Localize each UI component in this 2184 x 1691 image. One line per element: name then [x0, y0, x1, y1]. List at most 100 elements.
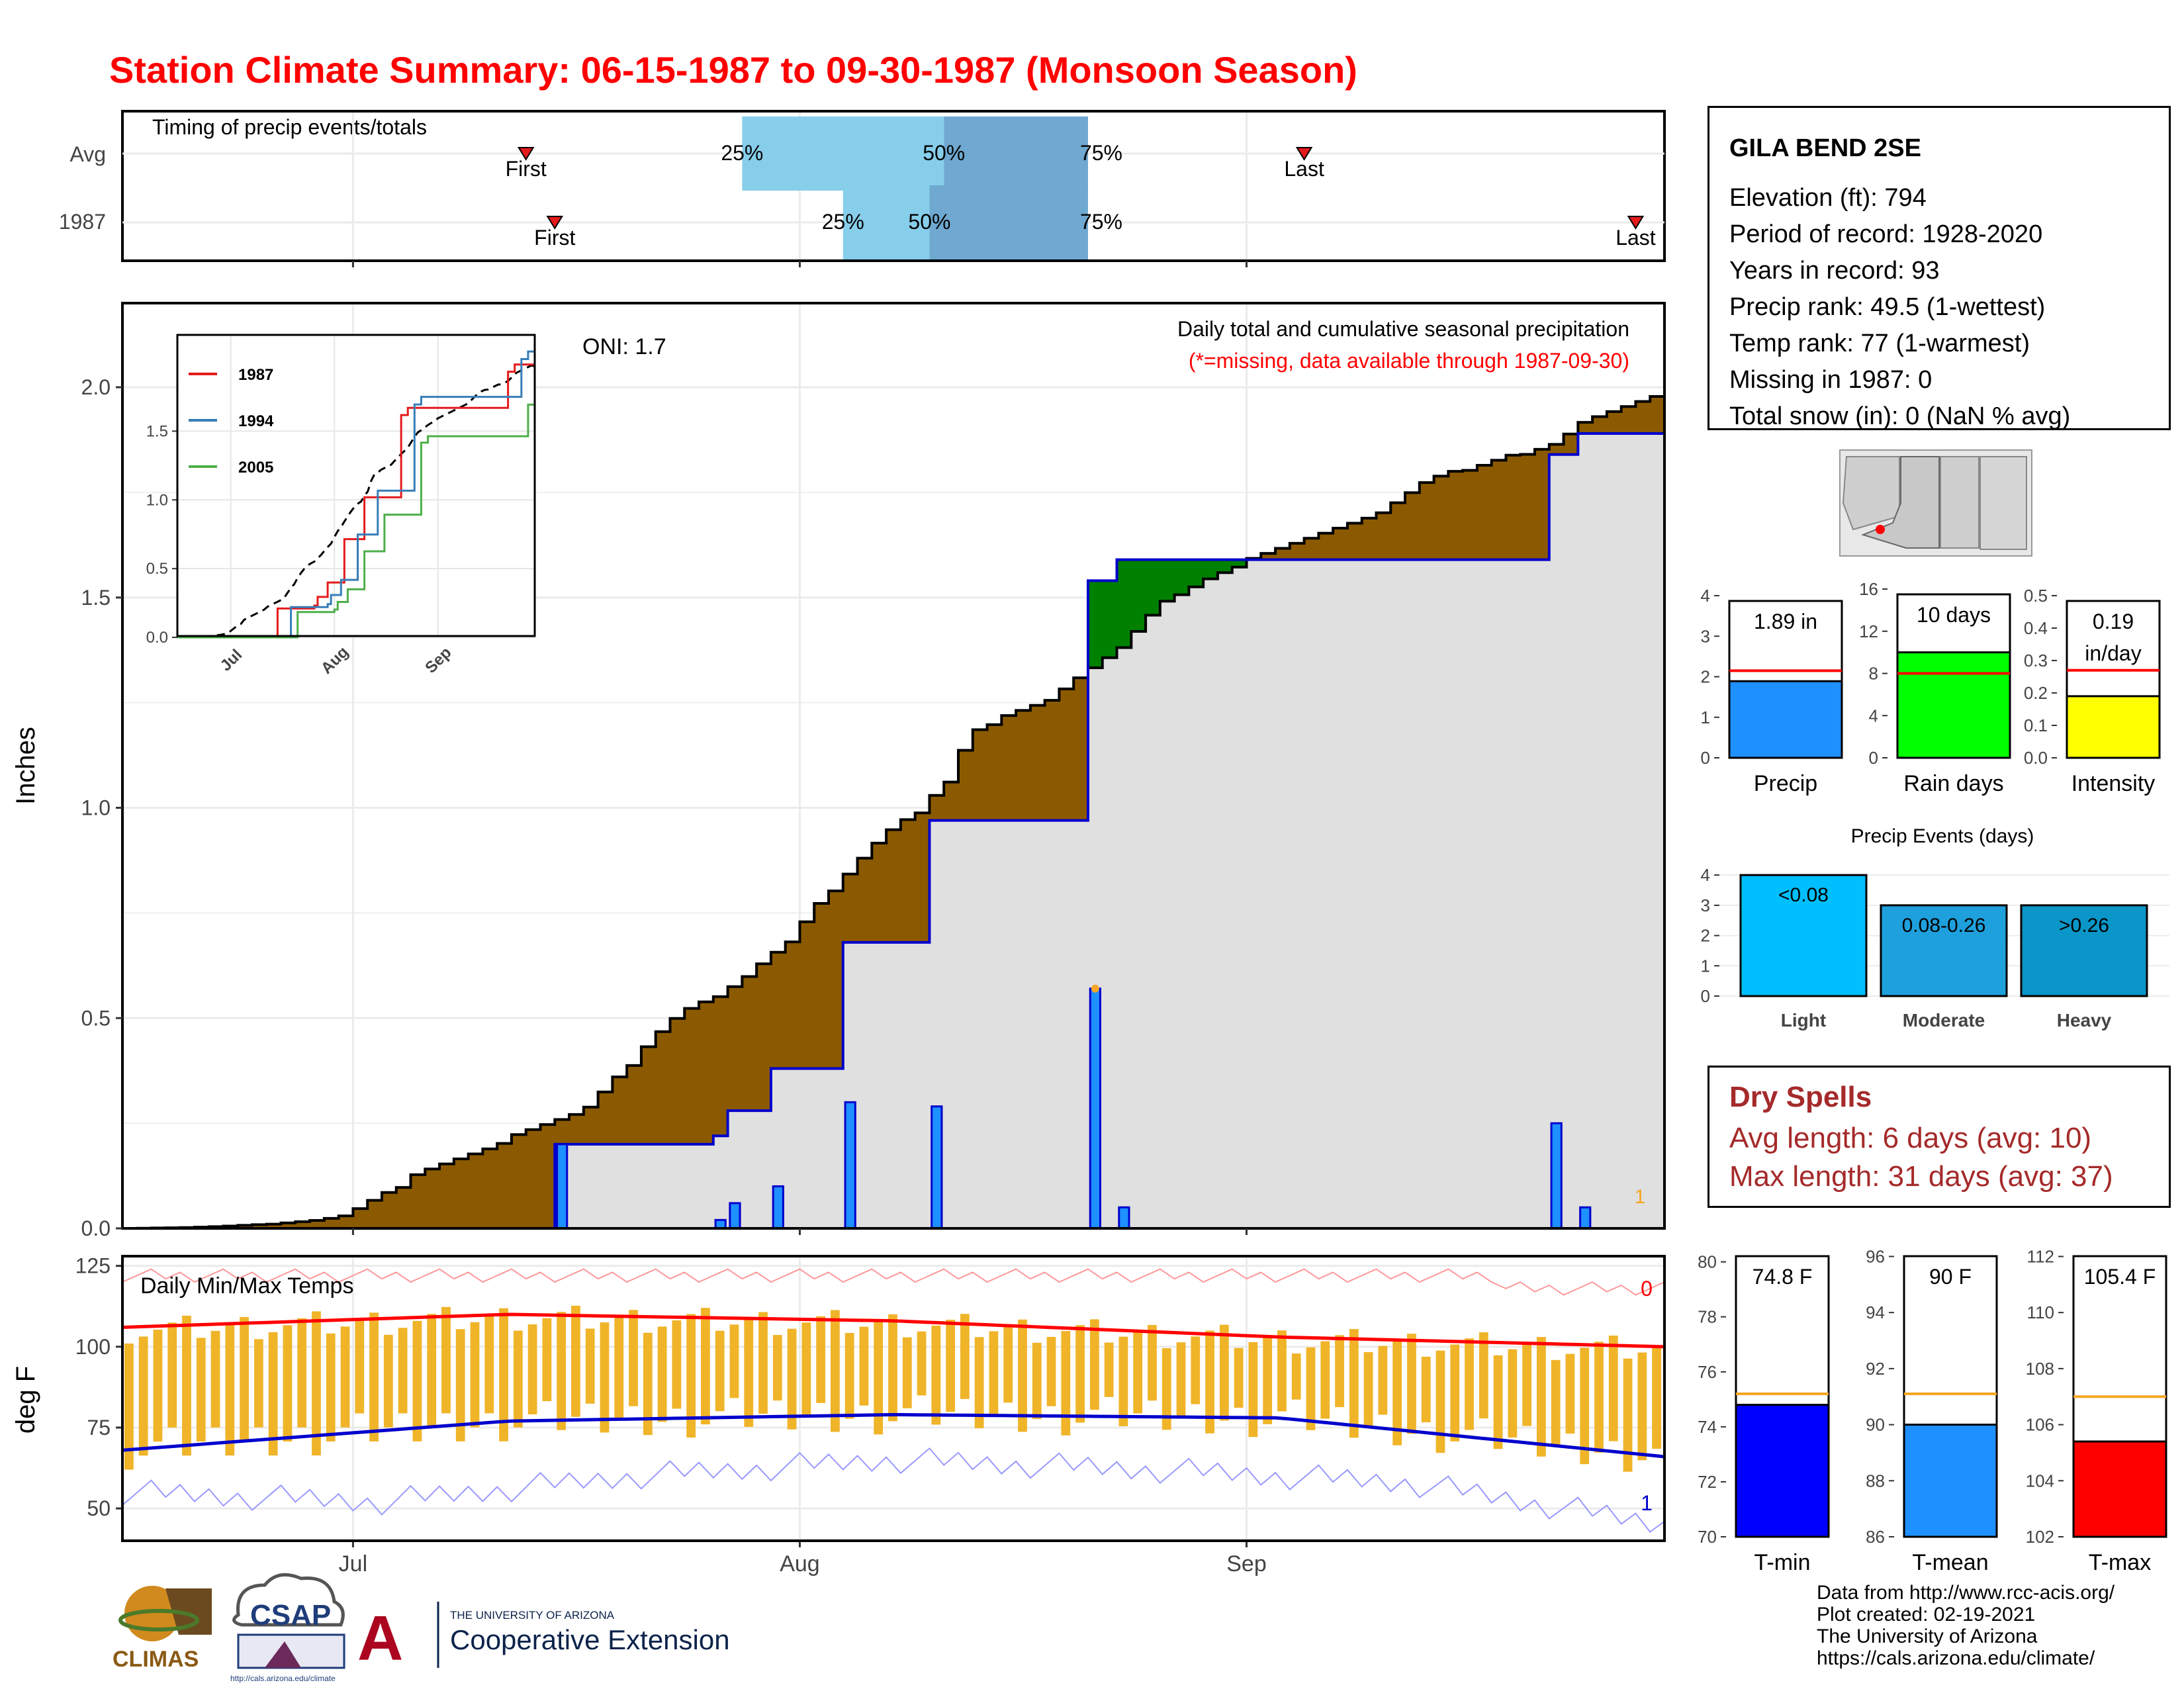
- precip-y-axis: 0.0 0.5 1.0 1.5 2.0: [81, 375, 1248, 1240]
- last-event-marker-icon: [1627, 216, 1645, 230]
- ua-line1: THE UNIVERSITY OF ARIZONA: [450, 1609, 615, 1622]
- precip-normal-fill: [627, 1144, 642, 1228]
- precip-deficit-fill: [814, 903, 829, 1069]
- daily-precip-bar: [931, 1105, 943, 1230]
- events-y-tick-label: 3: [1701, 895, 1710, 915]
- precip-normal-fill: [1203, 578, 1218, 1228]
- csap-banner: [237, 1633, 345, 1669]
- precip-normal-fill: [1116, 647, 1132, 1228]
- precip-deficit-fill: [972, 729, 988, 821]
- inset-series-line: [177, 398, 536, 639]
- precip-deficit-fill: [1347, 523, 1363, 560]
- daily-temp-range-bar: [1248, 1342, 1258, 1438]
- precip-deficit-fill: [1044, 700, 1060, 821]
- precip-normal-fill: [1073, 820, 1089, 1228]
- daily-temp-range-bar: [527, 1324, 537, 1414]
- station-location-marker: [1876, 525, 1885, 534]
- daily-temp-range-bar: [1623, 1358, 1633, 1472]
- csap-cloud-icon: [232, 1573, 345, 1627]
- inset-frame-bg: [176, 334, 536, 637]
- daily-precip-bar: [1089, 987, 1101, 1230]
- intensity-summary-bar-outline: [2066, 600, 2161, 759]
- precip-surplus-fill: [1217, 559, 1233, 573]
- timing-q50-label: 50%: [908, 210, 950, 234]
- temp-min-summary-value-label: 74.8 F: [1752, 1265, 1813, 1289]
- first-event-label: First: [506, 157, 547, 181]
- precip-deficit-fill: [482, 1148, 498, 1228]
- daily-temp-range-bar: [946, 1320, 955, 1412]
- temp-mean-summary-category-label: T-mean: [1912, 1550, 1988, 1575]
- daily-temp-range-bar: [312, 1311, 321, 1456]
- precip-deficit-fill: [929, 795, 944, 821]
- dry-spells-avg: Avg length: 6 days (avg: 10): [1729, 1122, 2092, 1154]
- temp-min-summary-bar-outline: [1735, 1255, 1830, 1538]
- timing-q25-q50-bar: [742, 116, 944, 191]
- timing-q25-label: 25%: [721, 141, 763, 165]
- timing-row-label-avg: Avg: [69, 142, 106, 166]
- precip-deficit-fill: [295, 1221, 310, 1228]
- precip-normal-fill: [1520, 559, 1535, 1228]
- precip-deficit-fill: [886, 829, 901, 942]
- temp-mean-summary-y-tick-label: 92: [1866, 1359, 1885, 1379]
- daily-precip-bar: [772, 1185, 784, 1230]
- daily-temp-range-bar: [1089, 1319, 1099, 1410]
- daily-temp-range-bar: [629, 1310, 638, 1406]
- temp-x-tick-label: Sep: [1226, 1551, 1267, 1577]
- precip-normal-fill: [1405, 559, 1420, 1228]
- precip-normal-fill: [1232, 567, 1248, 1228]
- daily-temp-range-bar: [138, 1336, 148, 1456]
- precip-normal-fill: [598, 1144, 613, 1228]
- credit-line-org: The University of Arizona: [1817, 1625, 2038, 1647]
- daily-temp-range-bar: [729, 1324, 739, 1398]
- timing-q75-label: 75%: [1080, 210, 1122, 234]
- events-title: Precip Events (days): [1851, 825, 2034, 847]
- precip-normal-fill: [1044, 820, 1060, 1228]
- precip-normal-fill: [612, 1144, 627, 1228]
- precip-deficit-fill: [1275, 548, 1291, 560]
- precip-normal-fill: [814, 1068, 829, 1228]
- tmin-record-line: [122, 1447, 1665, 1533]
- daily-temp-range-bar: [1594, 1342, 1604, 1453]
- precip-normal-fill: [1333, 559, 1348, 1228]
- temp-mean-summary-y-tick-label: 94: [1866, 1303, 1885, 1322]
- daily-temp-range-bar: [455, 1329, 465, 1441]
- temp-min-summary-y-tick-label: 74: [1698, 1417, 1717, 1437]
- intensity-summary-bar: [2066, 695, 2161, 759]
- precip-y-tick-label: 0.0: [81, 1216, 111, 1240]
- precip-deficit-fill: [770, 952, 786, 1069]
- daily-temp-range-bar: [1580, 1348, 1590, 1465]
- precip-deficit-fill: [468, 1154, 483, 1228]
- precip-normal-fill: [1549, 454, 1565, 1228]
- daily-temp-range-bar: [326, 1333, 336, 1441]
- intensity-summary-value-label: 0.19: [2093, 610, 2134, 633]
- timing-q75-label: 75%: [1080, 141, 1122, 165]
- ua-line2: Cooperative Extension: [450, 1624, 730, 1655]
- temp-y-tick-label: 100: [75, 1335, 111, 1359]
- station-years: Years in record: 93: [1729, 257, 1940, 285]
- precip-normal-fill: [1433, 559, 1449, 1228]
- precip-deficit-fill: [1563, 434, 1578, 455]
- page-title: Station Climate Summary: 06-15-1987 to 0…: [109, 49, 1357, 91]
- last-event-marker-icon: [1295, 147, 1313, 161]
- precip-y-label: Inches: [11, 727, 40, 805]
- precip-deficit-fill: [727, 986, 743, 1111]
- precip-surplus-fill: [1102, 580, 1118, 658]
- csap-logo: CSAP http://cals.arizona.edu/climate: [230, 1573, 345, 1683]
- precip-deficit-fill: [785, 942, 801, 1069]
- daily-temp-range-bar: [1191, 1336, 1201, 1404]
- precip-surplus-fill: [1203, 559, 1218, 579]
- daily-temp-range-bar: [902, 1337, 912, 1408]
- precip-normal-fill: [1650, 433, 1665, 1228]
- first-event-marker-icon: [517, 147, 535, 161]
- timing-q50-q75-bar: [944, 116, 1088, 191]
- daily-temp-range-bar: [585, 1328, 595, 1404]
- precip-surplus-fill: [1189, 559, 1204, 587]
- daily-temp-range-bar: [744, 1318, 754, 1427]
- temp-mean-summary-y-tick-label: 86: [1866, 1527, 1885, 1547]
- precip-normal-fill: [670, 1144, 685, 1228]
- daily-temp-range-bar: [167, 1322, 177, 1428]
- daily-precip-bar: [1579, 1206, 1592, 1230]
- dry-spells-title: Dry Spells: [1729, 1081, 1872, 1113]
- precip-normal-fill: [742, 1111, 757, 1228]
